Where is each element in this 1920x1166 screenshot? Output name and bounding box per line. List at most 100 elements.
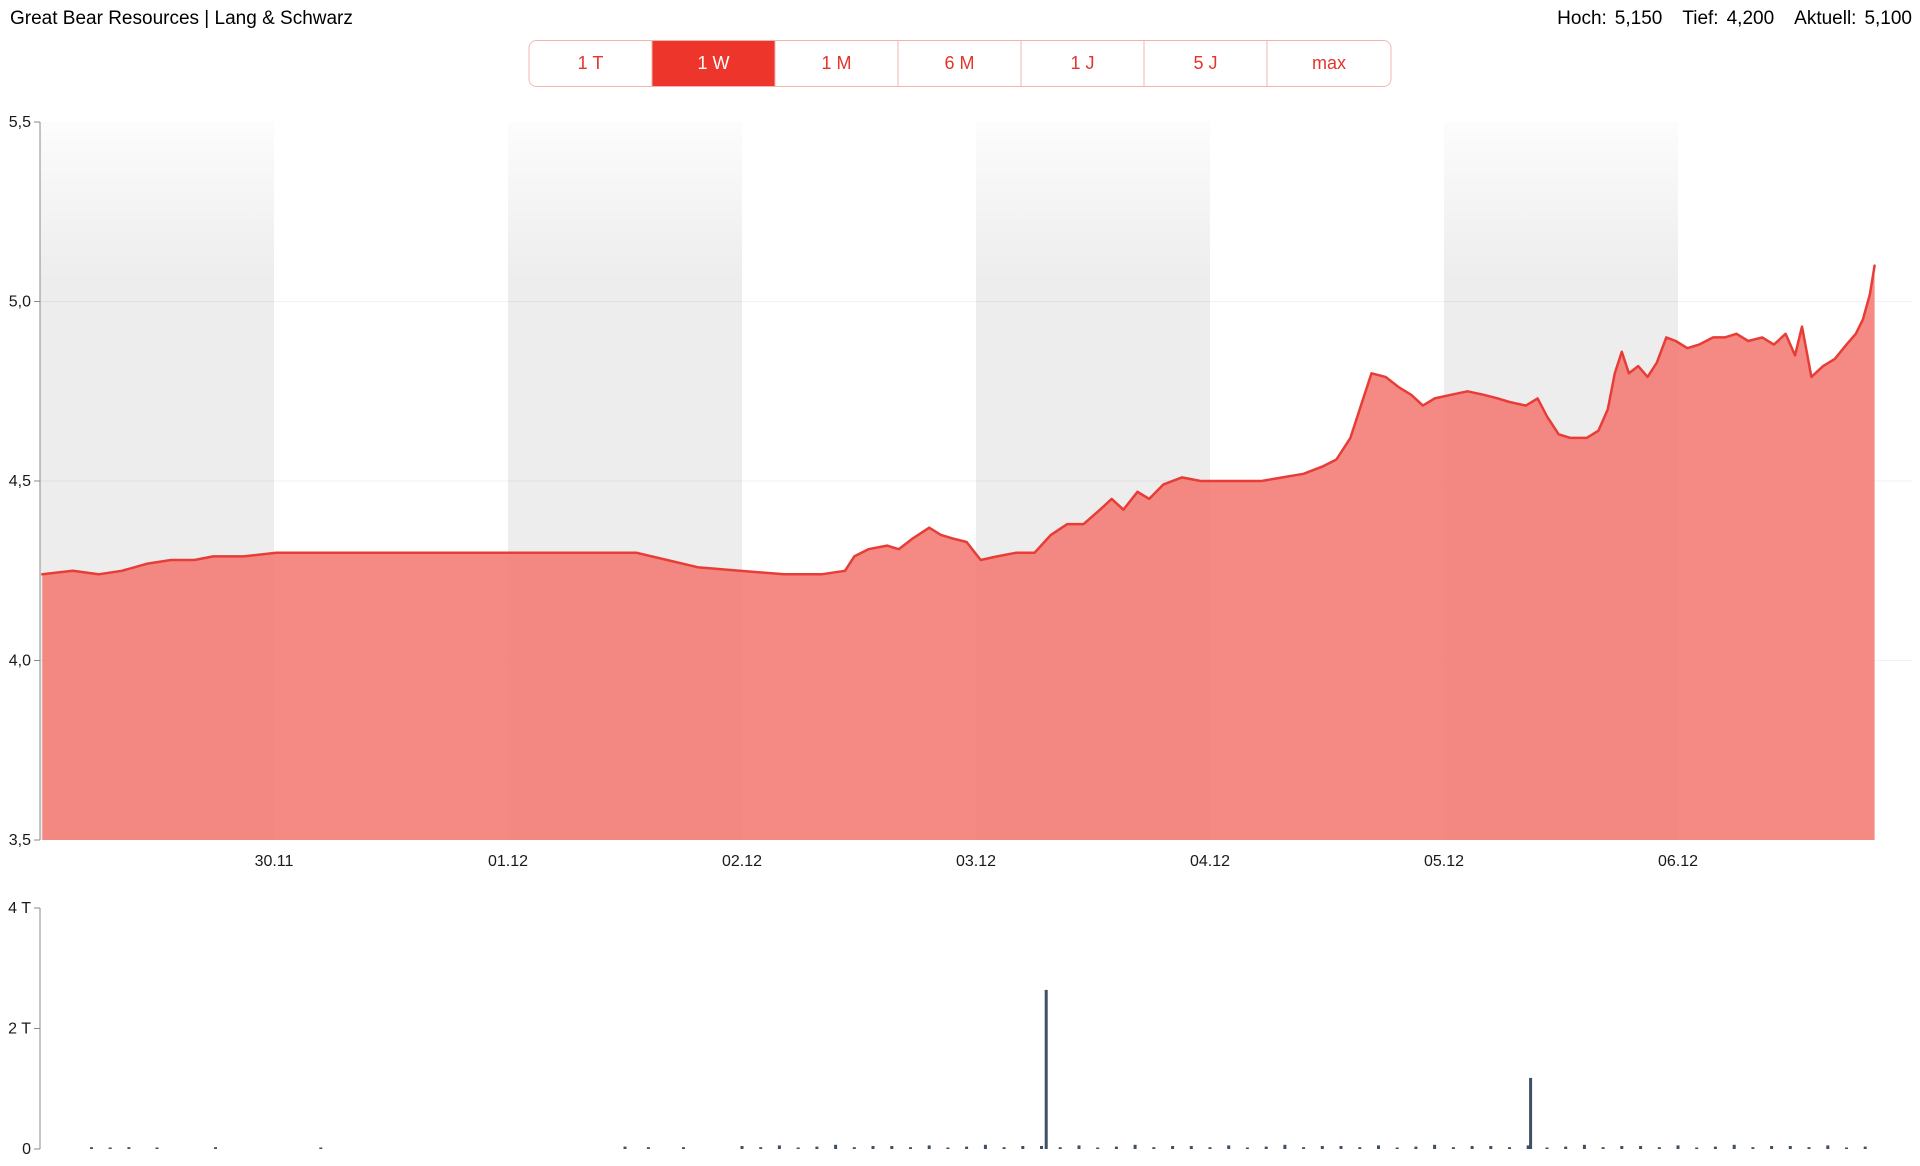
volume-bar	[1414, 1146, 1418, 1149]
volume-bar	[1358, 1147, 1362, 1149]
volume-bar	[1227, 1145, 1231, 1149]
x-tick-label: 04.12	[1190, 853, 1230, 870]
y-tick-label: 5,0	[9, 294, 31, 311]
range-button-1m[interactable]: 1 M	[775, 41, 899, 86]
volume-bar	[1845, 1147, 1848, 1149]
header-bar: Great Bear Resources | Lang & Schwarz Ho…	[0, 0, 1920, 38]
volume-bar	[1114, 1146, 1118, 1149]
volume-bar	[1639, 1146, 1643, 1149]
range-selector: 1 T 1 W 1 M 6 M 1 J 5 J max	[528, 40, 1392, 87]
volume-bar	[646, 1147, 650, 1149]
range-button-max[interactable]: max	[1267, 41, 1391, 86]
y-tick-label: 5,5	[9, 114, 31, 131]
y-tick-label: 2 T	[8, 1021, 31, 1038]
range-button-6m[interactable]: 6 M	[898, 41, 1022, 86]
volume-bar	[1171, 1146, 1175, 1149]
volume-bar	[834, 1144, 838, 1149]
price-area	[42, 265, 1875, 841]
stat-hoch-value: 5,150	[1614, 8, 1663, 29]
x-tick-label: 03.12	[956, 853, 996, 870]
volume-bar	[1601, 1147, 1605, 1149]
volume-bar	[1826, 1145, 1830, 1149]
volume-bar	[1713, 1146, 1717, 1149]
volume-bar	[1508, 1147, 1511, 1149]
volume-bar	[1751, 1147, 1755, 1149]
volume-bar	[1676, 1145, 1680, 1149]
x-tick-label: 02.12	[722, 853, 762, 870]
volume-bar	[1021, 1146, 1025, 1149]
volume-bar	[1807, 1147, 1811, 1149]
price-line	[41, 264, 1876, 576]
volume-chart: 4 T 2 T 0	[8, 900, 1867, 1158]
volume-bar	[1339, 1146, 1343, 1149]
stat-aktuell-label: Aktuell:	[1794, 8, 1857, 29]
range-button-1w[interactable]: 1 W	[652, 41, 776, 86]
volume-bar	[1283, 1144, 1287, 1149]
volume-bar	[740, 1146, 744, 1149]
range-button-5j[interactable]: 5 J	[1144, 41, 1268, 86]
price-chart: 5,5 5,0 4,5 4,0 3,5 30.11 01.12 02.12 03.12 04.12…	[9, 114, 1912, 870]
volume-bar	[1433, 1144, 1437, 1149]
volume-bar	[909, 1147, 912, 1149]
volume-bar	[682, 1147, 685, 1149]
volume-bar	[1582, 1144, 1586, 1149]
volume-bar	[1077, 1145, 1081, 1149]
volume-bar	[1152, 1147, 1156, 1149]
volume-bar	[1451, 1147, 1455, 1149]
stat-tief: Tief: 4,200	[1682, 8, 1774, 30]
volume-bar	[1526, 1145, 1530, 1149]
stat-tief-value: 4,200	[1726, 8, 1775, 29]
stat-tief-label: Tief:	[1682, 8, 1719, 29]
volume-bar	[871, 1146, 875, 1149]
volume-bar	[777, 1145, 781, 1149]
volume-bar	[1732, 1144, 1736, 1149]
volume-bar	[927, 1145, 931, 1149]
volume-bar	[90, 1147, 93, 1149]
volume-bar	[815, 1146, 819, 1149]
volume-bar	[1620, 1146, 1624, 1149]
volume-bar	[1470, 1146, 1474, 1149]
volume-bar	[1133, 1144, 1137, 1149]
volume-bar	[759, 1147, 763, 1149]
volume-bar	[890, 1146, 894, 1149]
instrument-title: Great Bear Resources | Lang & Schwarz	[10, 8, 353, 29]
range-button-1j[interactable]: 1 J	[1021, 41, 1145, 86]
y-tick-label: 3,5	[9, 832, 31, 849]
volume-bar	[1770, 1146, 1774, 1149]
volume-bar	[1657, 1147, 1661, 1149]
volume-bar	[1863, 1146, 1867, 1149]
stat-aktuell-value: 5,100	[1864, 8, 1912, 29]
volume-bar	[1695, 1147, 1699, 1149]
volume-bar	[1002, 1147, 1006, 1149]
x-tick-label: 05.12	[1424, 853, 1464, 870]
volume-bar	[1564, 1146, 1568, 1149]
volume-bar	[155, 1147, 159, 1149]
volume-bar	[319, 1147, 323, 1149]
volume-bar	[1044, 989, 1048, 1149]
volume-bar	[127, 1147, 131, 1149]
volume-bar	[108, 1147, 112, 1149]
volume-bar	[214, 1147, 217, 1149]
volume-bar	[1545, 1147, 1549, 1149]
volume-bar	[1245, 1147, 1249, 1149]
volume-bar	[1264, 1146, 1268, 1149]
volume-bar	[1096, 1147, 1100, 1149]
volume-bar	[1377, 1145, 1380, 1149]
y-tick-label: 4,5	[9, 473, 31, 490]
volume-bar	[1320, 1146, 1324, 1149]
volume-bar	[1395, 1147, 1399, 1149]
volume-bar	[1208, 1147, 1212, 1149]
stat-hoch-label: Hoch:	[1557, 8, 1607, 29]
y-tick-label: 4 T	[8, 900, 31, 917]
volume-bar	[1489, 1146, 1493, 1149]
y-tick-label: 4,0	[9, 653, 31, 670]
volume-bar	[852, 1147, 856, 1149]
volume-bar	[1040, 1146, 1043, 1149]
range-button-1t[interactable]: 1 T	[529, 41, 653, 86]
stat-hoch: Hoch: 5,150	[1557, 8, 1662, 30]
price-stats: Hoch: 5,150 Tief: 4,200 Aktuell: 5,100	[1557, 8, 1912, 30]
volume-bar	[623, 1146, 627, 1149]
volume-bar	[983, 1144, 987, 1149]
volume-bar	[965, 1146, 969, 1149]
